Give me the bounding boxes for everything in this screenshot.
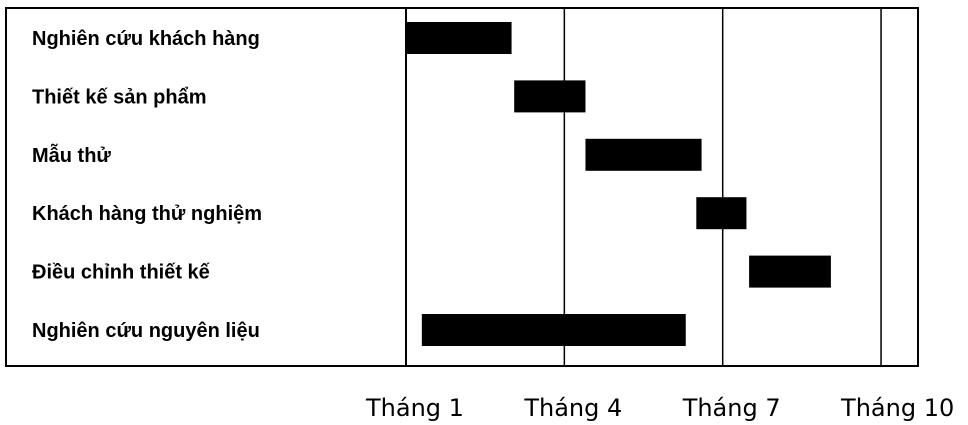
task-bars xyxy=(406,22,831,346)
x-tick-label-1: Tháng 1 xyxy=(365,394,464,422)
task-label-4: Khách hàng thử nghiệm xyxy=(32,203,262,225)
gridlines xyxy=(563,8,882,366)
task-bar-4 xyxy=(696,197,747,230)
task-bar-5 xyxy=(749,255,831,288)
task-labels: Nghiên cứu khách hàng Thiết kế sản phẩm Mẫ… xyxy=(32,28,262,342)
chart-frame xyxy=(5,7,919,367)
task-bar-1 xyxy=(406,22,512,54)
x-tick-label-4: Tháng 10 xyxy=(840,394,954,422)
x-tick-label-3: Tháng 7 xyxy=(682,394,781,422)
task-label-5: Điều chỉnh thiết kế xyxy=(32,262,211,284)
x-axis-ticks: Tháng 1 Tháng 4 Tháng 7 Tháng 10 xyxy=(365,394,954,422)
task-bar-6 xyxy=(421,314,686,346)
label-panel xyxy=(5,7,407,367)
task-bar-2 xyxy=(514,80,586,113)
task-label-1: Nghiên cứu khách hàng xyxy=(32,28,260,50)
task-label-2: Thiết kế sản phẩm xyxy=(32,86,207,108)
task-label-3: Mẫu thử xyxy=(32,143,111,167)
x-tick-label-2: Tháng 4 xyxy=(523,394,622,422)
task-label-6: Nghiên cứu nguyên liệu xyxy=(32,320,260,342)
task-bar-3 xyxy=(585,138,702,171)
plot-area xyxy=(405,7,919,367)
